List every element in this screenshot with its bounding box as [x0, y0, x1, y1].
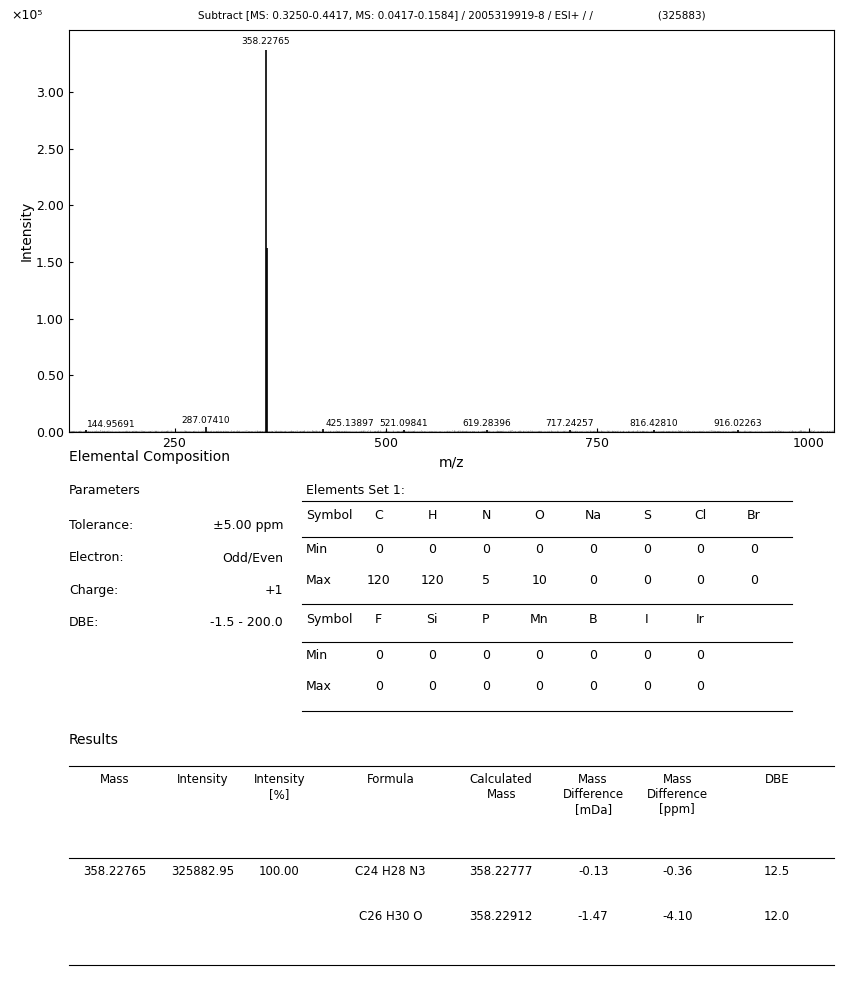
Text: Tolerance:: Tolerance: [69, 519, 133, 532]
Text: 916.02263: 916.02263 [714, 419, 762, 428]
Text: 0: 0 [642, 680, 651, 693]
Text: Si: Si [427, 613, 438, 626]
Text: 120: 120 [367, 574, 390, 587]
Text: 521.09841: 521.09841 [379, 419, 428, 428]
Text: 0: 0 [642, 649, 651, 662]
Text: 5: 5 [482, 574, 490, 587]
Text: 0: 0 [642, 574, 651, 587]
Text: Elements Set 1:: Elements Set 1: [306, 484, 405, 497]
Text: -1.47: -1.47 [578, 910, 608, 923]
Text: Symbol: Symbol [306, 613, 353, 626]
Text: 0: 0 [482, 649, 490, 662]
Text: 0: 0 [482, 543, 490, 556]
Text: Min: Min [306, 649, 329, 662]
Text: 12.5: 12.5 [764, 865, 789, 878]
Text: 0: 0 [697, 574, 704, 587]
Text: P: P [482, 613, 489, 626]
Text: B: B [589, 613, 598, 626]
Text: ×10⁵: ×10⁵ [11, 9, 43, 22]
Text: Mn: Mn [531, 613, 549, 626]
Text: DBE:: DBE: [69, 616, 99, 629]
Text: 10: 10 [531, 574, 548, 587]
Text: 0: 0 [428, 543, 436, 556]
Text: 120: 120 [421, 574, 445, 587]
Text: 0: 0 [750, 543, 758, 556]
Text: DBE: DBE [765, 773, 789, 786]
X-axis label: m/z: m/z [439, 455, 464, 469]
Text: 0: 0 [482, 680, 490, 693]
Text: +1: +1 [265, 584, 283, 597]
Text: 0: 0 [589, 649, 597, 662]
Text: 358.22777: 358.22777 [470, 865, 533, 878]
Text: 358.22765: 358.22765 [242, 37, 291, 46]
Text: 0: 0 [589, 574, 597, 587]
Text: 0: 0 [375, 649, 383, 662]
Text: Mass
Difference
[ppm]: Mass Difference [ppm] [647, 773, 708, 816]
Text: Br: Br [747, 509, 761, 522]
Text: 0: 0 [642, 543, 651, 556]
Text: Symbol: Symbol [306, 509, 353, 522]
Text: 816.42810: 816.42810 [630, 419, 678, 428]
Text: 0: 0 [750, 574, 758, 587]
Text: 619.28396: 619.28396 [463, 419, 511, 428]
Text: Odd/Even: Odd/Even [222, 551, 283, 564]
Text: 0: 0 [536, 543, 544, 556]
Text: Charge:: Charge: [69, 584, 118, 597]
Text: Formula: Formula [366, 773, 415, 786]
Text: 0: 0 [536, 649, 544, 662]
Text: 100.00: 100.00 [259, 865, 299, 878]
Text: Ir: Ir [696, 613, 704, 626]
Text: C26 H30 O: C26 H30 O [359, 910, 422, 923]
Text: Mass
Difference
[mDa]: Mass Difference [mDa] [562, 773, 624, 816]
Text: 717.24257: 717.24257 [545, 419, 594, 428]
Text: Subtract [MS: 0.3250-0.4417, MS: 0.0417-0.1584] / 2005319919-8 / ESI+ / /       : Subtract [MS: 0.3250-0.4417, MS: 0.0417-… [198, 10, 705, 20]
Text: 0: 0 [375, 680, 383, 693]
Text: 0: 0 [589, 543, 597, 556]
Text: Max: Max [306, 574, 332, 587]
Text: 0: 0 [697, 649, 704, 662]
Text: 358.22765: 358.22765 [83, 865, 146, 878]
Text: 0: 0 [428, 680, 436, 693]
Text: 12.0: 12.0 [764, 910, 789, 923]
Text: N: N [482, 509, 491, 522]
Text: Intensity: Intensity [177, 773, 229, 786]
Text: Parameters: Parameters [69, 484, 140, 497]
Text: Intensity
[%]: Intensity [%] [254, 773, 305, 801]
Text: -4.10: -4.10 [662, 910, 692, 923]
Text: 144.95691: 144.95691 [88, 420, 136, 429]
Text: Max: Max [306, 680, 332, 693]
Text: 325882.95: 325882.95 [171, 865, 234, 878]
Text: C24 H28 N3: C24 H28 N3 [355, 865, 426, 878]
Text: 0: 0 [697, 680, 704, 693]
Text: 0: 0 [536, 680, 544, 693]
Text: Electron:: Electron: [69, 551, 125, 564]
Text: 358.22912: 358.22912 [470, 910, 533, 923]
Text: Calculated
Mass: Calculated Mass [470, 773, 532, 801]
Text: H: H [427, 509, 437, 522]
Text: 0: 0 [589, 680, 597, 693]
Text: ±5.00 ppm: ±5.00 ppm [212, 519, 283, 532]
Text: Elemental Composition: Elemental Composition [69, 450, 230, 464]
Text: S: S [642, 509, 651, 522]
Text: 0: 0 [428, 649, 436, 662]
Text: C: C [374, 509, 384, 522]
Text: I: I [645, 613, 648, 626]
Text: -1.5 - 200.0: -1.5 - 200.0 [211, 616, 283, 629]
Text: 0: 0 [375, 543, 383, 556]
Text: Mass: Mass [100, 773, 130, 786]
Text: 425.13897: 425.13897 [325, 419, 374, 428]
Text: F: F [375, 613, 383, 626]
Text: Results: Results [69, 733, 119, 747]
Text: 0: 0 [697, 543, 704, 556]
Y-axis label: Intensity: Intensity [19, 201, 34, 261]
Text: -0.36: -0.36 [662, 865, 692, 878]
Text: -0.13: -0.13 [578, 865, 608, 878]
Text: Cl: Cl [694, 509, 706, 522]
Text: O: O [535, 509, 544, 522]
Text: Na: Na [585, 509, 602, 522]
Text: 287.07410: 287.07410 [181, 416, 230, 425]
Text: Min: Min [306, 543, 329, 556]
